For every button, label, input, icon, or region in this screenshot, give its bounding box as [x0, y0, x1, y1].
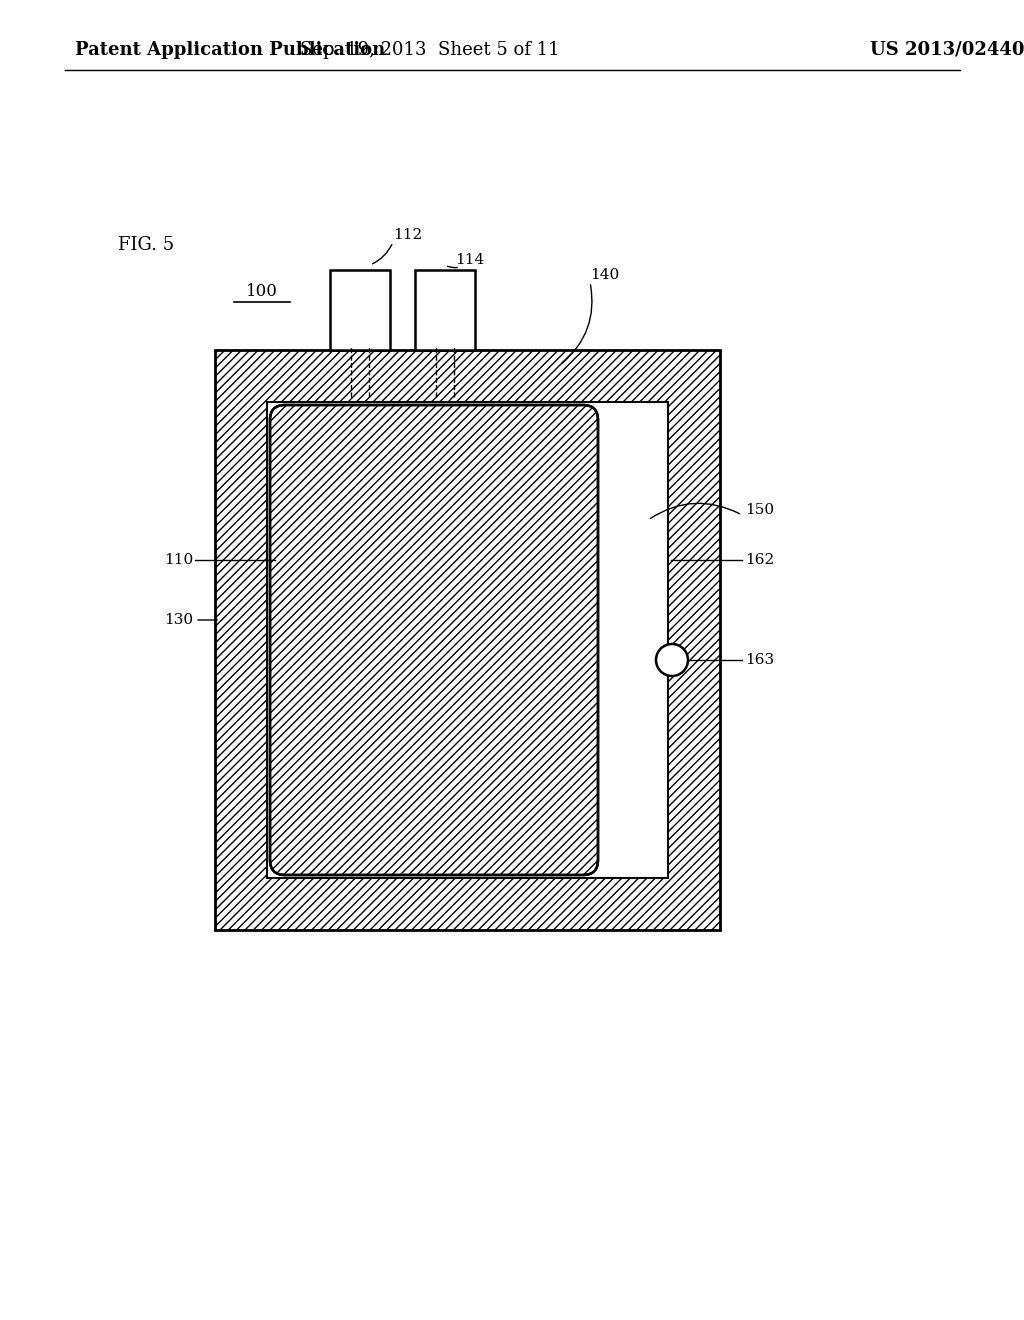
Bar	[330, 271, 390, 350]
Bar	[415, 271, 475, 350]
Polygon shape	[267, 403, 668, 878]
Text: US 2013/0244095 A1: US 2013/0244095 A1	[870, 41, 1024, 59]
Text: FIG. 5: FIG. 5	[118, 236, 174, 253]
Text: 162: 162	[745, 553, 774, 568]
Text: 114: 114	[455, 253, 484, 267]
Text: 130: 130	[164, 612, 193, 627]
Polygon shape	[215, 350, 720, 931]
Text: 100: 100	[246, 282, 278, 300]
FancyBboxPatch shape	[270, 405, 598, 875]
Text: 140: 140	[590, 268, 620, 282]
Text: 163: 163	[745, 653, 774, 667]
Text: Patent Application Publication: Patent Application Publication	[75, 41, 385, 59]
Circle shape	[656, 644, 688, 676]
Text: 112: 112	[393, 228, 422, 242]
Text: Sep. 19, 2013  Sheet 5 of 11: Sep. 19, 2013 Sheet 5 of 11	[300, 41, 560, 59]
Text: 150: 150	[745, 503, 774, 517]
Text: 110: 110	[164, 553, 193, 568]
